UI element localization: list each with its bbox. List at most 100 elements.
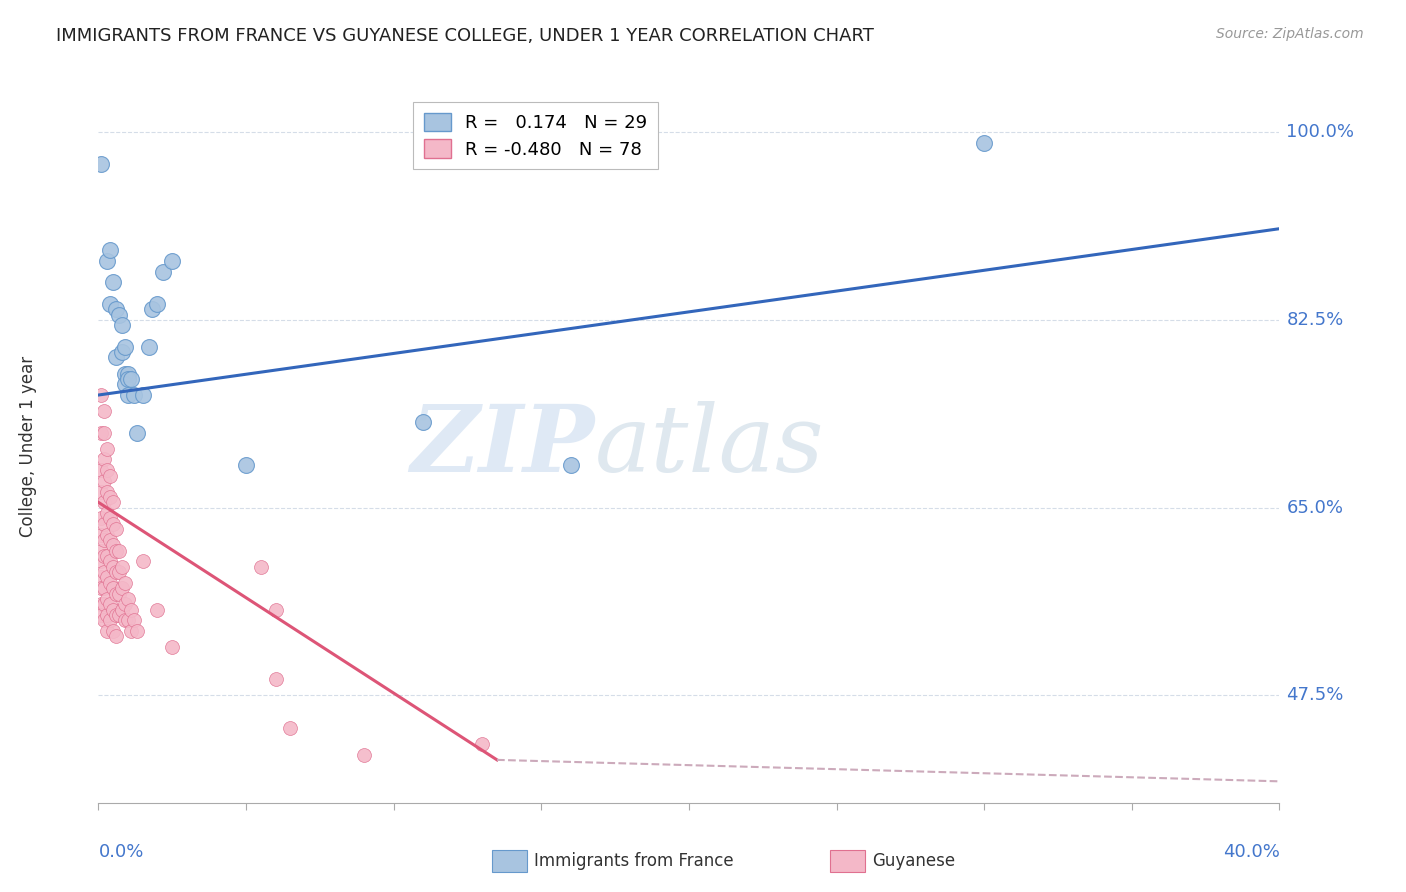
Point <box>162 640 183 655</box>
Text: ZIP: ZIP <box>411 401 595 491</box>
Point <box>117 591 139 606</box>
Point <box>105 586 128 600</box>
Text: atlas: atlas <box>595 401 824 491</box>
Text: Guyanese: Guyanese <box>872 852 955 870</box>
Point <box>96 549 118 563</box>
Point <box>105 302 128 317</box>
Point <box>93 549 115 563</box>
Point <box>114 613 136 627</box>
Point <box>90 511 112 525</box>
Point <box>105 565 128 579</box>
Point <box>122 388 145 402</box>
Point <box>412 415 434 429</box>
Point <box>96 607 118 622</box>
Point <box>98 468 121 483</box>
Text: Source: ZipAtlas.com: Source: ZipAtlas.com <box>1216 27 1364 41</box>
Point <box>235 458 257 472</box>
Point <box>117 367 139 381</box>
Point <box>111 602 134 616</box>
Point <box>90 581 112 595</box>
Text: 65.0%: 65.0% <box>1286 499 1344 516</box>
Point <box>264 602 287 616</box>
Point <box>96 591 118 606</box>
Point <box>96 442 118 456</box>
Text: 47.5%: 47.5% <box>1286 687 1344 705</box>
Point <box>117 388 139 402</box>
Point <box>90 607 112 622</box>
Point <box>122 613 145 627</box>
Point <box>98 511 121 525</box>
Point <box>93 613 115 627</box>
Point <box>105 543 128 558</box>
Point <box>125 624 148 639</box>
Point <box>111 559 134 574</box>
Point <box>111 345 134 359</box>
Point <box>98 490 121 504</box>
Point <box>105 630 128 644</box>
Point <box>117 613 139 627</box>
Legend: R =   0.174   N = 29, R = -0.480   N = 78: R = 0.174 N = 29, R = -0.480 N = 78 <box>413 102 658 169</box>
Point <box>114 377 136 392</box>
Point <box>96 527 118 541</box>
Point <box>98 533 121 547</box>
Point <box>278 721 302 735</box>
Point <box>103 581 125 595</box>
Point <box>96 463 118 477</box>
Point <box>264 673 287 687</box>
Point <box>125 425 148 440</box>
Text: IMMIGRANTS FROM FRANCE VS GUYANESE COLLEGE, UNDER 1 YEAR CORRELATION CHART: IMMIGRANTS FROM FRANCE VS GUYANESE COLLE… <box>56 27 875 45</box>
Point <box>973 136 995 150</box>
Point <box>114 575 136 590</box>
Point <box>98 554 121 568</box>
Point <box>93 425 115 440</box>
Point <box>93 474 115 488</box>
Point <box>138 340 160 354</box>
Point <box>105 351 128 365</box>
Point <box>103 516 125 531</box>
Point <box>353 747 375 762</box>
Point <box>132 554 155 568</box>
Text: College, Under 1 year: College, Under 1 year <box>20 355 37 537</box>
Point <box>90 543 112 558</box>
Point <box>111 581 134 595</box>
Text: 0.0%: 0.0% <box>98 843 143 861</box>
Point <box>471 737 494 751</box>
Text: 82.5%: 82.5% <box>1286 311 1344 329</box>
Point <box>141 302 163 317</box>
Point <box>146 602 169 616</box>
Text: 100.0%: 100.0% <box>1286 123 1354 141</box>
Point <box>96 506 118 520</box>
Point <box>98 613 121 627</box>
Point <box>96 484 118 499</box>
Point <box>105 607 128 622</box>
Point <box>250 559 273 574</box>
Point <box>90 570 112 584</box>
Point <box>96 624 118 639</box>
Point <box>114 597 136 611</box>
Point <box>98 297 121 311</box>
Point <box>120 624 142 639</box>
Point <box>93 533 115 547</box>
Point <box>108 607 131 622</box>
Point <box>93 581 115 595</box>
Point <box>90 388 112 402</box>
Point <box>98 575 121 590</box>
Point <box>114 367 136 381</box>
Point <box>108 543 131 558</box>
Point <box>120 602 142 616</box>
Point <box>152 265 174 279</box>
Point <box>93 452 115 467</box>
Point <box>90 425 112 440</box>
Point <box>103 538 125 552</box>
Point <box>90 527 112 541</box>
Point <box>98 597 121 611</box>
Point <box>132 388 155 402</box>
Point <box>103 602 125 616</box>
Point <box>93 565 115 579</box>
Point <box>90 484 112 499</box>
Point <box>120 372 142 386</box>
Point <box>93 404 115 418</box>
Point <box>90 554 112 568</box>
Point <box>96 253 118 268</box>
Text: 40.0%: 40.0% <box>1223 843 1279 861</box>
